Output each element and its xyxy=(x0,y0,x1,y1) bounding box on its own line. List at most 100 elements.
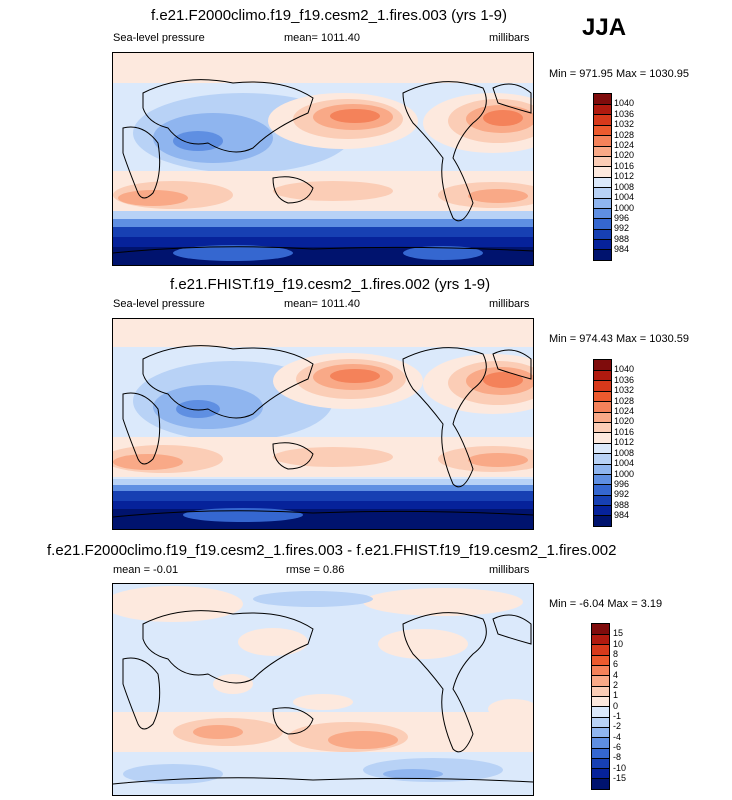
colorbar-tick-label: 1024 xyxy=(614,406,635,416)
panel-2-variable-label: Sea-level pressure xyxy=(113,298,205,310)
colorbar-swatch xyxy=(594,505,611,516)
colorbar-tick-label: 1040 xyxy=(614,98,635,108)
panel-3-colorbar xyxy=(591,623,610,790)
colorbar-tick-label: -1 xyxy=(613,711,622,721)
colorbar-tick-label: 1000 xyxy=(614,469,635,479)
colorbar-swatch xyxy=(594,370,611,381)
colorbar-tick-label: 988 xyxy=(614,234,630,244)
colorbar-swatch xyxy=(594,187,611,198)
colorbar-swatch xyxy=(594,391,611,402)
colorbar-tick-label: 1036 xyxy=(614,109,635,119)
colorbar-swatch xyxy=(594,412,611,423)
colorbar-tick-label: -8 xyxy=(613,752,622,762)
colorbar-swatch xyxy=(592,624,609,635)
colorbar-tick-label: 996 xyxy=(614,479,630,489)
colorbar-tick-label: 984 xyxy=(614,510,630,520)
panel-1-minmax-label: Min = 971.95 Max = 1030.95 xyxy=(549,68,690,80)
colorbar-swatch xyxy=(594,249,611,260)
colorbar-tick-label: 1 xyxy=(613,690,619,700)
colorbar-tick-label: 15 xyxy=(613,628,624,638)
colorbar-swatch xyxy=(592,644,609,655)
panel-3-map xyxy=(112,583,534,796)
colorbar-swatch xyxy=(594,464,611,475)
panel-3-contour-field xyxy=(113,584,533,795)
colorbar-swatch xyxy=(594,125,611,136)
colorbar-swatch xyxy=(594,218,611,229)
colorbar-swatch xyxy=(594,360,611,371)
panel-3-title: f.e21.F2000climo.f19_f19.cesm2_1.fires.0… xyxy=(47,542,617,559)
colorbar-tick-label: -4 xyxy=(613,732,622,742)
colorbar-swatch xyxy=(594,104,611,115)
colorbar-swatch xyxy=(594,239,611,250)
colorbar-tick-label: -15 xyxy=(613,773,627,783)
colorbar-swatch xyxy=(594,484,611,495)
colorbar-swatch xyxy=(594,208,611,219)
colorbar-swatch xyxy=(594,94,611,105)
colorbar-tick-label: -6 xyxy=(613,742,622,752)
colorbar-tick-label: 2 xyxy=(613,680,619,690)
panel-3-rmse-label: rmse = 0.86 xyxy=(286,564,345,576)
panel-2-units-label: millibars xyxy=(489,298,530,310)
colorbar-swatch xyxy=(592,717,609,728)
colorbar-tick-label: 1016 xyxy=(614,161,635,171)
colorbar-tick-label: 1008 xyxy=(614,448,635,458)
colorbar-tick-label: 1024 xyxy=(614,140,635,150)
colorbar-swatch xyxy=(592,696,609,707)
colorbar-tick-label: 992 xyxy=(614,223,630,233)
panel-2-title: f.e21.FHIST.f19_f19.cesm2_1.fires.002 (y… xyxy=(170,276,491,293)
colorbar-tick-label: 4 xyxy=(613,670,619,680)
colorbar-tick-label: -10 xyxy=(613,763,627,773)
colorbar-swatch xyxy=(594,156,611,167)
colorbar-tick-label: 1016 xyxy=(614,427,635,437)
colorbar-swatch xyxy=(594,380,611,391)
colorbar-tick-label: 1004 xyxy=(614,458,635,468)
colorbar-tick-label: 0 xyxy=(613,701,619,711)
panel-3-units-label: millibars xyxy=(489,564,530,576)
colorbar-swatch xyxy=(592,737,609,748)
colorbar-tick-label: 988 xyxy=(614,500,630,510)
panel-2-contour-field xyxy=(113,319,533,529)
colorbar-swatch xyxy=(592,634,609,645)
colorbar-swatch xyxy=(592,778,609,789)
colorbar-swatch xyxy=(594,229,611,240)
colorbar-swatch xyxy=(592,675,609,686)
colorbar-tick-label: 1004 xyxy=(614,192,635,202)
colorbar-tick-label: -2 xyxy=(613,721,622,731)
colorbar-tick-label: 8 xyxy=(613,649,619,659)
colorbar-swatch xyxy=(594,443,611,454)
colorbar-tick-label: 984 xyxy=(614,244,630,254)
colorbar-swatch xyxy=(594,474,611,485)
panel-1-title: f.e21.F2000climo.f19_f19.cesm2_1.fires.0… xyxy=(151,7,508,24)
colorbar-swatch xyxy=(594,432,611,443)
panel-2-map xyxy=(112,318,534,530)
colorbar-tick-label: 6 xyxy=(613,659,619,669)
colorbar-tick-label: 1012 xyxy=(614,171,635,181)
colorbar-swatch xyxy=(592,706,609,717)
panel-2-minmax-label: Min = 974.43 Max = 1030.59 xyxy=(549,333,690,345)
colorbar-tick-label: 10 xyxy=(613,639,624,649)
colorbar-swatch xyxy=(594,453,611,464)
colorbar-tick-label: 996 xyxy=(614,213,630,223)
panel-1-map xyxy=(112,52,534,266)
colorbar-tick-label: 1012 xyxy=(614,437,635,447)
colorbar-swatch xyxy=(594,495,611,506)
panel-2-colorbar xyxy=(593,359,612,527)
panel-3-minmax-label: Min = -6.04 Max = 3.19 xyxy=(549,598,663,610)
colorbar-tick-label: 1008 xyxy=(614,182,635,192)
colorbar-swatch xyxy=(594,177,611,188)
colorbar-tick-label: 1040 xyxy=(614,364,635,374)
colorbar-swatch xyxy=(594,515,611,526)
colorbar-swatch xyxy=(592,665,609,676)
colorbar-swatch xyxy=(594,422,611,433)
colorbar-swatch xyxy=(592,727,609,738)
colorbar-swatch xyxy=(592,758,609,769)
panel-1-units-label: millibars xyxy=(489,32,530,44)
panel-1-contour-field xyxy=(113,53,533,265)
colorbar-tick-label: 1000 xyxy=(614,203,635,213)
colorbar-tick-label: 1020 xyxy=(614,150,635,160)
colorbar-swatch xyxy=(594,146,611,157)
colorbar-swatch xyxy=(592,655,609,666)
colorbar-tick-label: 1032 xyxy=(614,385,635,395)
panel-1-mean-label: mean= 1011.40 xyxy=(284,32,360,44)
season-label: JJA xyxy=(582,14,627,41)
